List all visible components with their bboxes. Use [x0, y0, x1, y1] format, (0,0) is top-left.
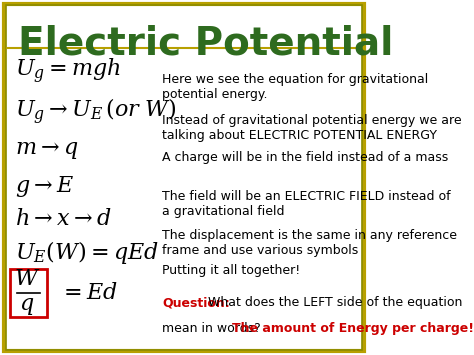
Text: Here we see the equation for gravitational
potential energy.: Here we see the equation for gravitation…	[162, 73, 428, 101]
Text: $U_g = mgh$: $U_g = mgh$	[15, 56, 121, 86]
Text: Putting it all together!: Putting it all together!	[162, 264, 300, 278]
Text: Question:: Question:	[162, 296, 229, 310]
Text: A charge will be in the field instead of a mass: A charge will be in the field instead of…	[162, 151, 448, 164]
Text: $g \rightarrow E$: $g \rightarrow E$	[15, 174, 74, 199]
Text: Electric Potential: Electric Potential	[18, 25, 394, 63]
Text: $h \rightarrow x \rightarrow d$: $h \rightarrow x \rightarrow d$	[15, 208, 111, 229]
Text: $U_E(W) = qEd$: $U_E(W) = qEd$	[15, 239, 159, 266]
Text: $U_g \rightarrow U_E\,(or\; W)$: $U_g \rightarrow U_E\,(or\; W)$	[15, 97, 176, 127]
Text: Instead of gravitational potential energy we are
talking about ELECTRIC POTENTIA: Instead of gravitational potential energ…	[162, 114, 462, 142]
Text: The amount of Energy per charge!: The amount of Energy per charge!	[232, 322, 474, 335]
Text: mean in words?: mean in words?	[162, 322, 277, 335]
Text: The displacement is the same in any reference
frame and use various symbols: The displacement is the same in any refe…	[162, 229, 457, 257]
Text: $q$: $q$	[19, 296, 35, 317]
Text: $m \rightarrow q$: $m \rightarrow q$	[15, 140, 78, 162]
Text: The field will be an ELECTRIC FIELD instead of
a gravitational field: The field will be an ELECTRIC FIELD inst…	[162, 190, 450, 218]
Text: $= Ed$: $= Ed$	[59, 282, 118, 304]
Text: What does the LEFT side of the equation: What does the LEFT side of the equation	[204, 296, 463, 310]
Text: $W$: $W$	[14, 269, 40, 289]
